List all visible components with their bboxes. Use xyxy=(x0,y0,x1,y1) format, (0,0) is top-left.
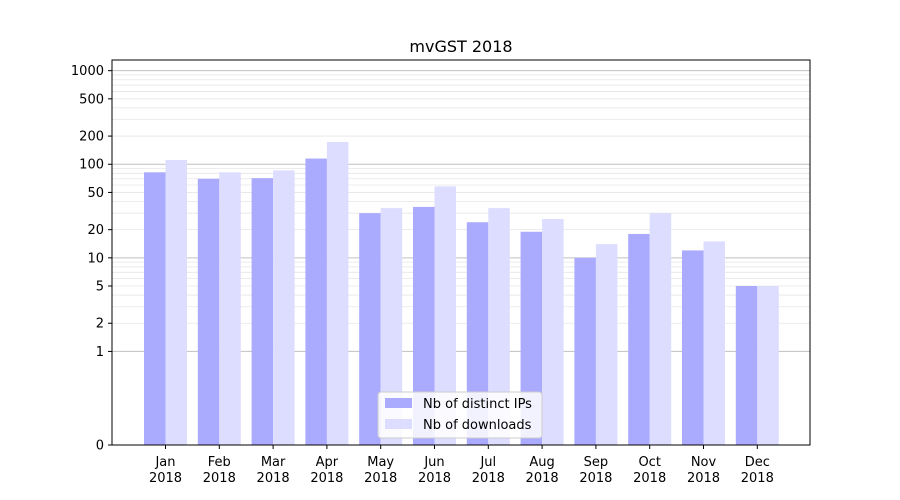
bar-downloads xyxy=(165,160,187,445)
x-tick-label-year: 2018 xyxy=(633,471,666,486)
y-tick-label: 5 xyxy=(96,280,104,295)
x-tick-label-year: 2018 xyxy=(472,471,505,486)
bar-downloads xyxy=(219,172,241,446)
y-tick-label: 20 xyxy=(87,223,104,238)
bar-downloads xyxy=(542,218,564,445)
x-tick-label-year: 2018 xyxy=(364,471,397,486)
x-tick-label-year: 2018 xyxy=(579,471,612,486)
bar-distinct-ips xyxy=(682,250,704,445)
bar-distinct-ips xyxy=(628,233,650,445)
y-tick-label: 50 xyxy=(87,186,104,201)
legend: Nb of distinct IPs Nb of downloads xyxy=(377,391,543,439)
x-tick-label-year: 2018 xyxy=(687,471,720,486)
bar-downloads xyxy=(703,241,725,445)
y-tick-label: 1000 xyxy=(71,64,104,79)
y-tick-label: 10 xyxy=(87,251,104,266)
x-tick-label-month: Jul xyxy=(479,455,496,470)
x-tick-label-month: Nov xyxy=(691,455,717,470)
chart-title: mvGST 2018 xyxy=(409,37,512,56)
bar-distinct-ips xyxy=(359,213,381,445)
bar-distinct-ips xyxy=(413,206,435,445)
y-tick-label: 500 xyxy=(79,92,104,107)
y-tick-label: 1 xyxy=(96,345,104,360)
y-tick-label: 0 xyxy=(96,439,104,454)
x-tick-label-month: Mar xyxy=(261,455,286,470)
bar-distinct-ips xyxy=(251,178,274,445)
legend-label-downloads: Nb of downloads xyxy=(423,418,532,433)
bar-downloads xyxy=(649,213,672,445)
x-tick-label-month: Dec xyxy=(745,455,770,470)
y-tick-label: 2 xyxy=(96,317,104,332)
bar-downloads xyxy=(273,170,295,445)
y-tick-label: 100 xyxy=(79,158,104,173)
plot-frame xyxy=(111,59,811,446)
x-tick-label-year: 2018 xyxy=(418,471,451,486)
legend-box xyxy=(377,391,543,439)
bar-distinct-ips xyxy=(305,158,327,445)
x-tick-label-year: 2018 xyxy=(149,471,182,486)
legend-swatch-downloads xyxy=(385,419,412,429)
x-tick-label-year: 2018 xyxy=(257,471,290,486)
bar-downloads xyxy=(757,286,779,445)
y-tick-label: 200 xyxy=(79,130,104,145)
x-tick-label-month: Oct xyxy=(638,455,660,470)
legend-label-distinct-ips: Nb of distinct IPs xyxy=(423,397,532,412)
y-axis: 0 1 2 5 10 20 50 100 200 500 1000 xyxy=(71,64,112,454)
bar-distinct-ips xyxy=(574,257,596,445)
x-tick-label-year: 2018 xyxy=(741,471,774,486)
x-tick-label-year: 2018 xyxy=(203,471,236,486)
bar-distinct-ips xyxy=(466,222,489,445)
x-axis: Jan2018Feb2018Mar2018Apr2018May2018Jun20… xyxy=(149,445,774,486)
bar-distinct-ips xyxy=(735,286,758,445)
x-tick-label-month: May xyxy=(367,455,394,470)
x-tick-label-month: Feb xyxy=(208,455,231,470)
x-tick-label-month: Apr xyxy=(316,455,339,470)
x-tick-label-year: 2018 xyxy=(310,471,343,486)
x-tick-label-month: Jan xyxy=(154,455,175,470)
x-tick-label-month: Sep xyxy=(584,455,609,470)
x-tick-label-year: 2018 xyxy=(526,471,559,486)
bar-downloads xyxy=(380,208,403,445)
bar-downloads xyxy=(595,244,618,445)
x-tick-label-month: Aug xyxy=(529,455,554,470)
bar-distinct-ips xyxy=(144,172,166,446)
x-tick-label-month: Jun xyxy=(423,455,444,470)
legend-swatch-distinct-ips xyxy=(385,398,412,408)
bar-downloads xyxy=(488,208,510,445)
bar-downloads xyxy=(434,186,456,445)
bar-distinct-ips xyxy=(197,178,220,446)
bar-downloads xyxy=(326,141,349,445)
